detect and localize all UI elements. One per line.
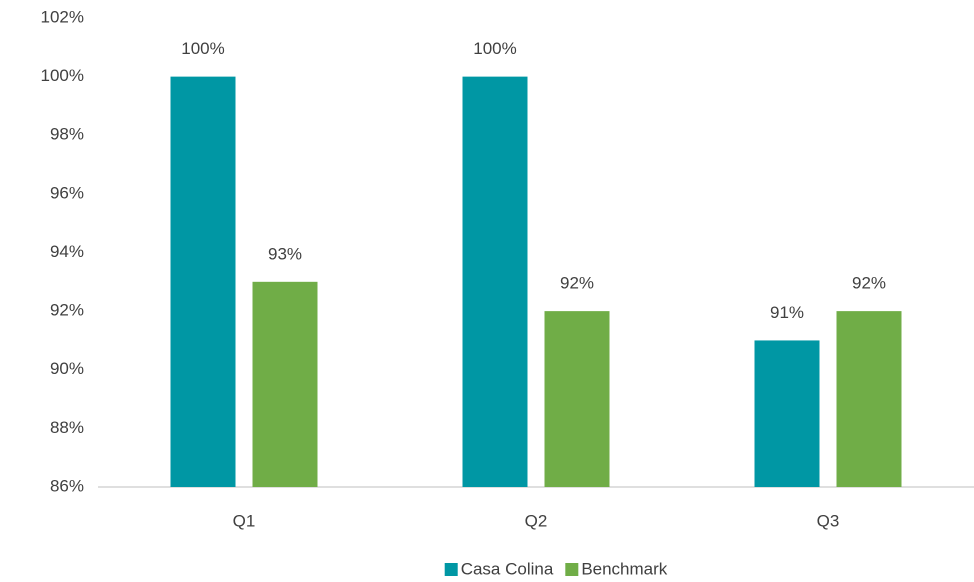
- value-label: 91%: [770, 303, 804, 322]
- legend-label: Benchmark: [581, 559, 667, 578]
- value-label: 92%: [852, 274, 886, 293]
- bar: [836, 311, 902, 487]
- y-tick-label: 94%: [50, 242, 84, 261]
- y-tick-label: 90%: [50, 359, 84, 378]
- legend-swatch: [565, 563, 579, 576]
- bar: [544, 311, 610, 487]
- legend-swatch: [444, 563, 458, 576]
- value-label: 100%: [181, 39, 224, 58]
- x-tick-label: Q1: [233, 511, 256, 530]
- y-tick-label: 86%: [50, 476, 84, 495]
- y-tick-label: 102%: [41, 7, 84, 26]
- y-tick-label: 98%: [50, 125, 84, 144]
- legend-label: Casa Colina: [461, 559, 554, 578]
- bar: [754, 340, 820, 487]
- value-label: 100%: [473, 39, 516, 58]
- x-tick-label: Q2: [525, 511, 548, 530]
- y-tick-label: 100%: [41, 66, 84, 85]
- y-tick-label: 88%: [50, 418, 84, 437]
- value-label: 92%: [560, 274, 594, 293]
- bar: [170, 76, 236, 487]
- x-tick-label: Q3: [817, 511, 840, 530]
- bar: [462, 76, 528, 487]
- y-tick-label: 96%: [50, 183, 84, 202]
- value-label: 93%: [268, 244, 302, 263]
- bar: [252, 281, 318, 487]
- y-tick-label: 92%: [50, 301, 84, 320]
